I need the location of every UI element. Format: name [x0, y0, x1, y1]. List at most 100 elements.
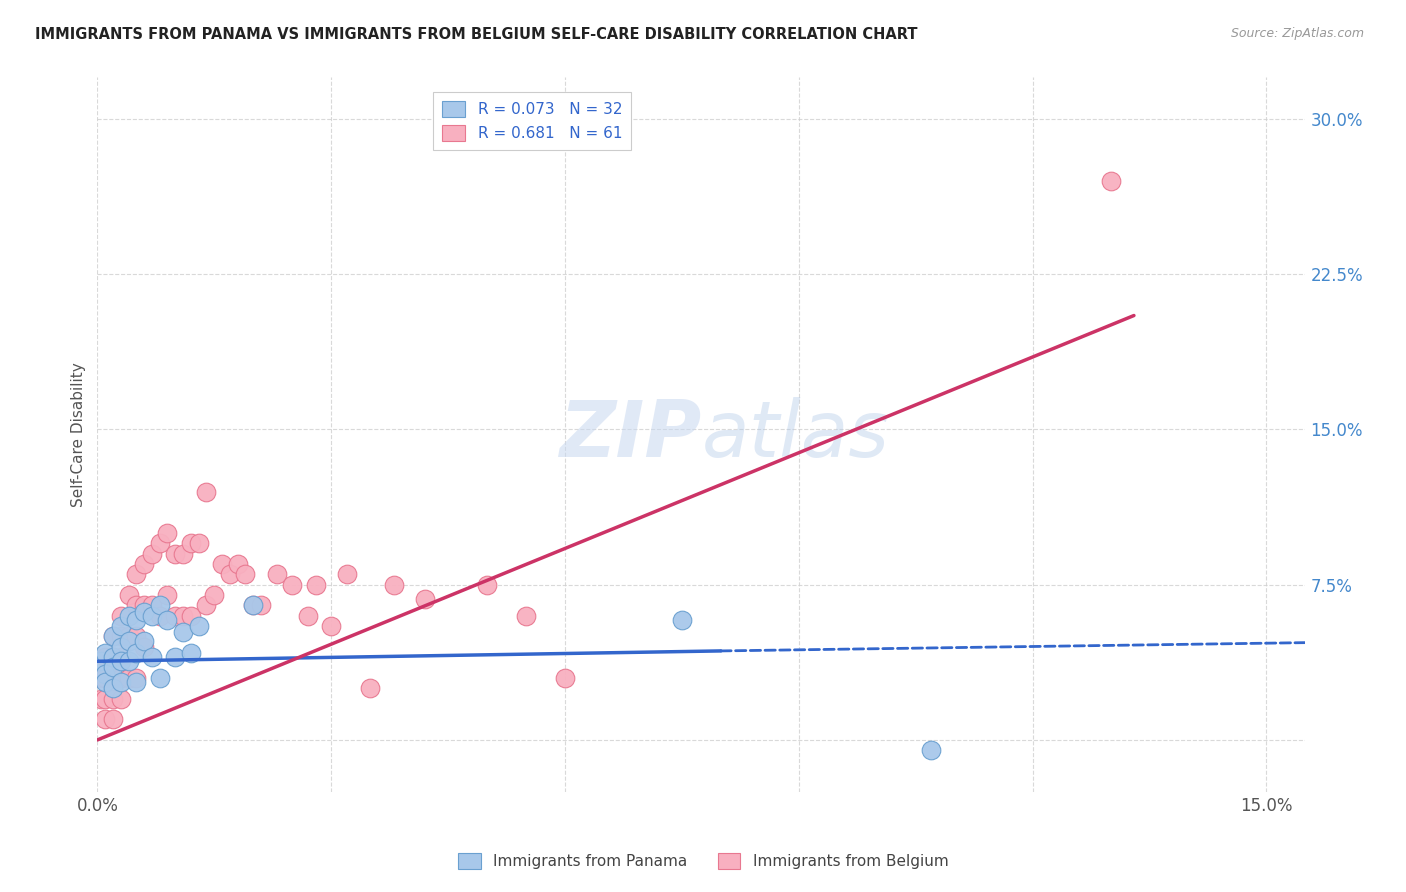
- Point: [226, 557, 249, 571]
- Point: [172, 608, 194, 623]
- Point: [101, 671, 124, 685]
- Point: [515, 608, 537, 623]
- Point: [94, 691, 117, 706]
- Point: [110, 654, 132, 668]
- Point: [141, 608, 163, 623]
- Point: [141, 650, 163, 665]
- Point: [132, 605, 155, 619]
- Point: [101, 629, 124, 643]
- Point: [101, 691, 124, 706]
- Point: [132, 640, 155, 654]
- Point: [125, 613, 148, 627]
- Point: [110, 650, 132, 665]
- Point: [475, 577, 498, 591]
- Point: [125, 567, 148, 582]
- Text: atlas: atlas: [702, 397, 889, 473]
- Point: [117, 633, 139, 648]
- Point: [94, 712, 117, 726]
- Point: [920, 743, 942, 757]
- Point: [281, 577, 304, 591]
- Legend: Immigrants from Panama, Immigrants from Belgium: Immigrants from Panama, Immigrants from …: [451, 847, 955, 875]
- Point: [149, 536, 172, 550]
- Point: [90, 654, 112, 668]
- Point: [266, 567, 288, 582]
- Point: [242, 599, 264, 613]
- Point: [172, 547, 194, 561]
- Point: [165, 608, 187, 623]
- Point: [304, 577, 326, 591]
- Point: [165, 547, 187, 561]
- Point: [117, 588, 139, 602]
- Point: [125, 646, 148, 660]
- Y-axis label: Self-Care Disability: Self-Care Disability: [72, 362, 86, 507]
- Point: [125, 599, 148, 613]
- Point: [90, 691, 112, 706]
- Point: [141, 599, 163, 613]
- Point: [382, 577, 405, 591]
- Text: Source: ZipAtlas.com: Source: ZipAtlas.com: [1230, 27, 1364, 40]
- Point: [165, 650, 187, 665]
- Point: [187, 536, 209, 550]
- Point: [336, 567, 359, 582]
- Point: [110, 608, 132, 623]
- Point: [149, 599, 172, 613]
- Point: [94, 671, 117, 685]
- Point: [1099, 174, 1122, 188]
- Point: [242, 599, 264, 613]
- Point: [202, 588, 225, 602]
- Point: [671, 613, 693, 627]
- Point: [101, 650, 124, 665]
- Point: [117, 608, 139, 623]
- Point: [156, 588, 179, 602]
- Legend: R = 0.073   N = 32, R = 0.681   N = 61: R = 0.073 N = 32, R = 0.681 N = 61: [433, 92, 631, 150]
- Point: [141, 547, 163, 561]
- Point: [110, 675, 132, 690]
- Point: [101, 650, 124, 665]
- Point: [117, 671, 139, 685]
- Point: [195, 484, 218, 499]
- Point: [359, 681, 381, 696]
- Point: [180, 646, 202, 660]
- Point: [101, 660, 124, 674]
- Point: [218, 567, 240, 582]
- Point: [554, 671, 576, 685]
- Point: [110, 691, 132, 706]
- Point: [101, 681, 124, 696]
- Point: [94, 666, 117, 681]
- Point: [156, 525, 179, 540]
- Point: [94, 646, 117, 660]
- Point: [180, 536, 202, 550]
- Point: [180, 608, 202, 623]
- Text: ZIP: ZIP: [560, 397, 702, 473]
- Point: [172, 625, 194, 640]
- Point: [94, 650, 117, 665]
- Point: [321, 619, 343, 633]
- Point: [125, 671, 148, 685]
- Text: IMMIGRANTS FROM PANAMA VS IMMIGRANTS FROM BELGIUM SELF-CARE DISABILITY CORRELATI: IMMIGRANTS FROM PANAMA VS IMMIGRANTS FRO…: [35, 27, 918, 42]
- Point: [211, 557, 233, 571]
- Point: [132, 557, 155, 571]
- Point: [125, 629, 148, 643]
- Point: [132, 599, 155, 613]
- Point: [110, 671, 132, 685]
- Point: [156, 613, 179, 627]
- Point: [117, 629, 139, 643]
- Point: [94, 675, 117, 690]
- Point: [110, 640, 132, 654]
- Point: [110, 619, 132, 633]
- Point: [117, 654, 139, 668]
- Point: [110, 629, 132, 643]
- Point: [149, 671, 172, 685]
- Point: [101, 712, 124, 726]
- Point: [132, 633, 155, 648]
- Point: [125, 675, 148, 690]
- Point: [413, 592, 436, 607]
- Point: [89, 671, 111, 685]
- Point: [250, 599, 273, 613]
- Point: [187, 619, 209, 633]
- Point: [101, 629, 124, 643]
- Point: [195, 599, 218, 613]
- Point: [297, 608, 319, 623]
- Point: [235, 567, 257, 582]
- Point: [149, 608, 172, 623]
